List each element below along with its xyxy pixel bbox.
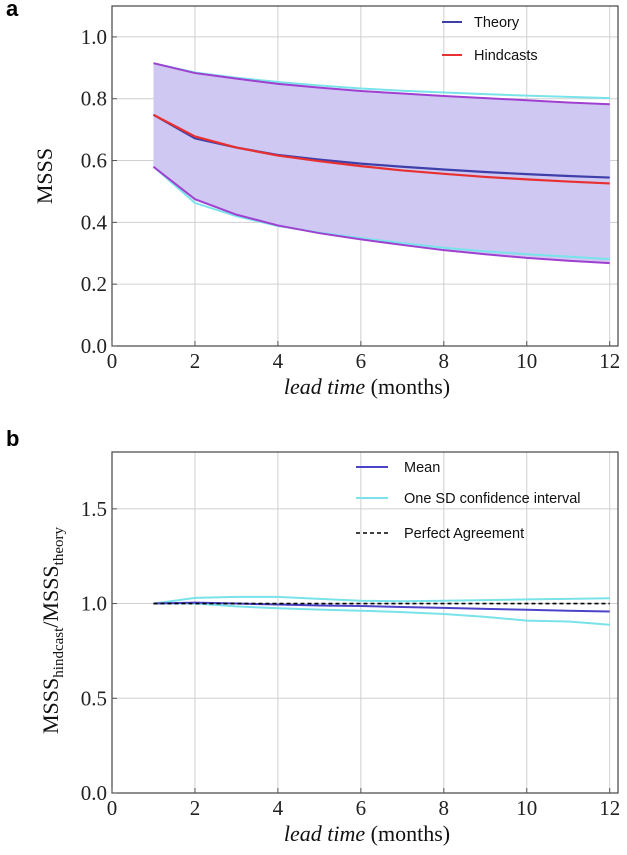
y-tick-label: 0.6 [81,149,107,173]
panel-a-x-axis-title-italic: lead time [284,374,365,399]
panel-a-ticks: 0 2 4 6 8 10 12 0.0 0.2 0.4 0.6 0.8 1.0 [81,25,620,373]
panel-a: a 0 2 4 6 8 10 12 0.0 0.2 0.4 0.6 0.8 1.0 lead time … [6,0,620,399]
x-tick-label: 0 [107,349,118,373]
legend-hindcasts-label: Hindcasts [474,48,538,64]
x-tick-label: 8 [439,796,450,820]
mean-line [153,601,610,613]
y-tick-label: 0.0 [81,781,107,805]
panel-b-y-axis-title-sub2: theory [51,527,67,566]
panel-a-x-axis-title: lead time (months) [284,374,450,399]
panel-a-lines [152,62,610,265]
panel-b-y-axis-title-sub1: hindcast [51,627,67,678]
panel-b-y-axis-title-main1: MSSS [38,678,63,734]
confidence-band-area [153,63,610,264]
panel-b-lines [153,595,610,626]
panel-a-x-axis-title-unit: (months) [365,374,450,399]
ci-lower-line [153,602,610,626]
panel-a-label: a [6,0,19,21]
y-tick-label: 0.8 [81,87,107,111]
ci-upper-line [153,595,610,605]
panel-b-x-axis-title: lead time (months) [284,821,450,846]
panel-a-confidence-band [153,63,610,264]
y-tick-label: 0.5 [81,686,107,710]
y-tick-label: 1.0 [81,592,107,616]
y-tick-label: 0.0 [81,334,107,358]
panel-b-label: b [6,426,19,451]
x-tick-label: 12 [599,349,620,373]
panel-a-y-axis-title: MSSS [32,148,57,204]
y-tick-label: 1.0 [81,25,107,49]
x-tick-label: 2 [190,796,201,820]
panel-a-legend: Theory Hindcasts [442,15,538,64]
x-tick-label: 6 [356,349,367,373]
x-tick-label: 10 [516,349,537,373]
panel-b: b 0 2 4 6 8 10 12 0.0 0.5 1.0 1.5 lead time (month… [6,426,620,846]
x-tick-label: 4 [273,349,284,373]
legend-ci-label: One SD confidence interval [404,491,581,507]
band-lower-line [152,165,610,265]
legend-perfect-agreement-label: Perfect Agreement [404,526,524,542]
y-tick-label: 0.4 [81,210,108,234]
panel-b-x-axis-title-unit: (months) [365,821,450,846]
x-tick-label: 0 [107,796,118,820]
x-tick-label: 4 [273,796,284,820]
panel-b-legend: Mean One SD confidence interval Perfect … [356,460,581,542]
y-tick-label: 1.5 [81,497,107,521]
panel-b-ticks: 0 2 4 6 8 10 12 0.0 0.5 1.0 1.5 [81,497,620,820]
ci-lower-line [152,165,610,261]
x-tick-label: 8 [439,349,450,373]
x-tick-label: 10 [516,796,537,820]
x-tick-label: 6 [356,796,367,820]
panel-a-frame [111,5,619,347]
legend-theory-label: Theory [474,15,520,31]
y-tick-label: 0.2 [81,272,107,296]
panel-b-y-axis-title-main2: /MSSS [38,565,63,627]
legend-mean-label: Mean [404,460,440,476]
panel-b-frame [111,451,619,794]
x-tick-label: 12 [599,796,620,820]
hindcasts-line [152,113,610,185]
panel-b-y-axis-title: MSSShindcast/MSSStheory [38,527,67,734]
panel-b-x-axis-title-italic: lead time [284,821,365,846]
x-tick-label: 2 [190,349,201,373]
band-upper-line [153,62,610,106]
